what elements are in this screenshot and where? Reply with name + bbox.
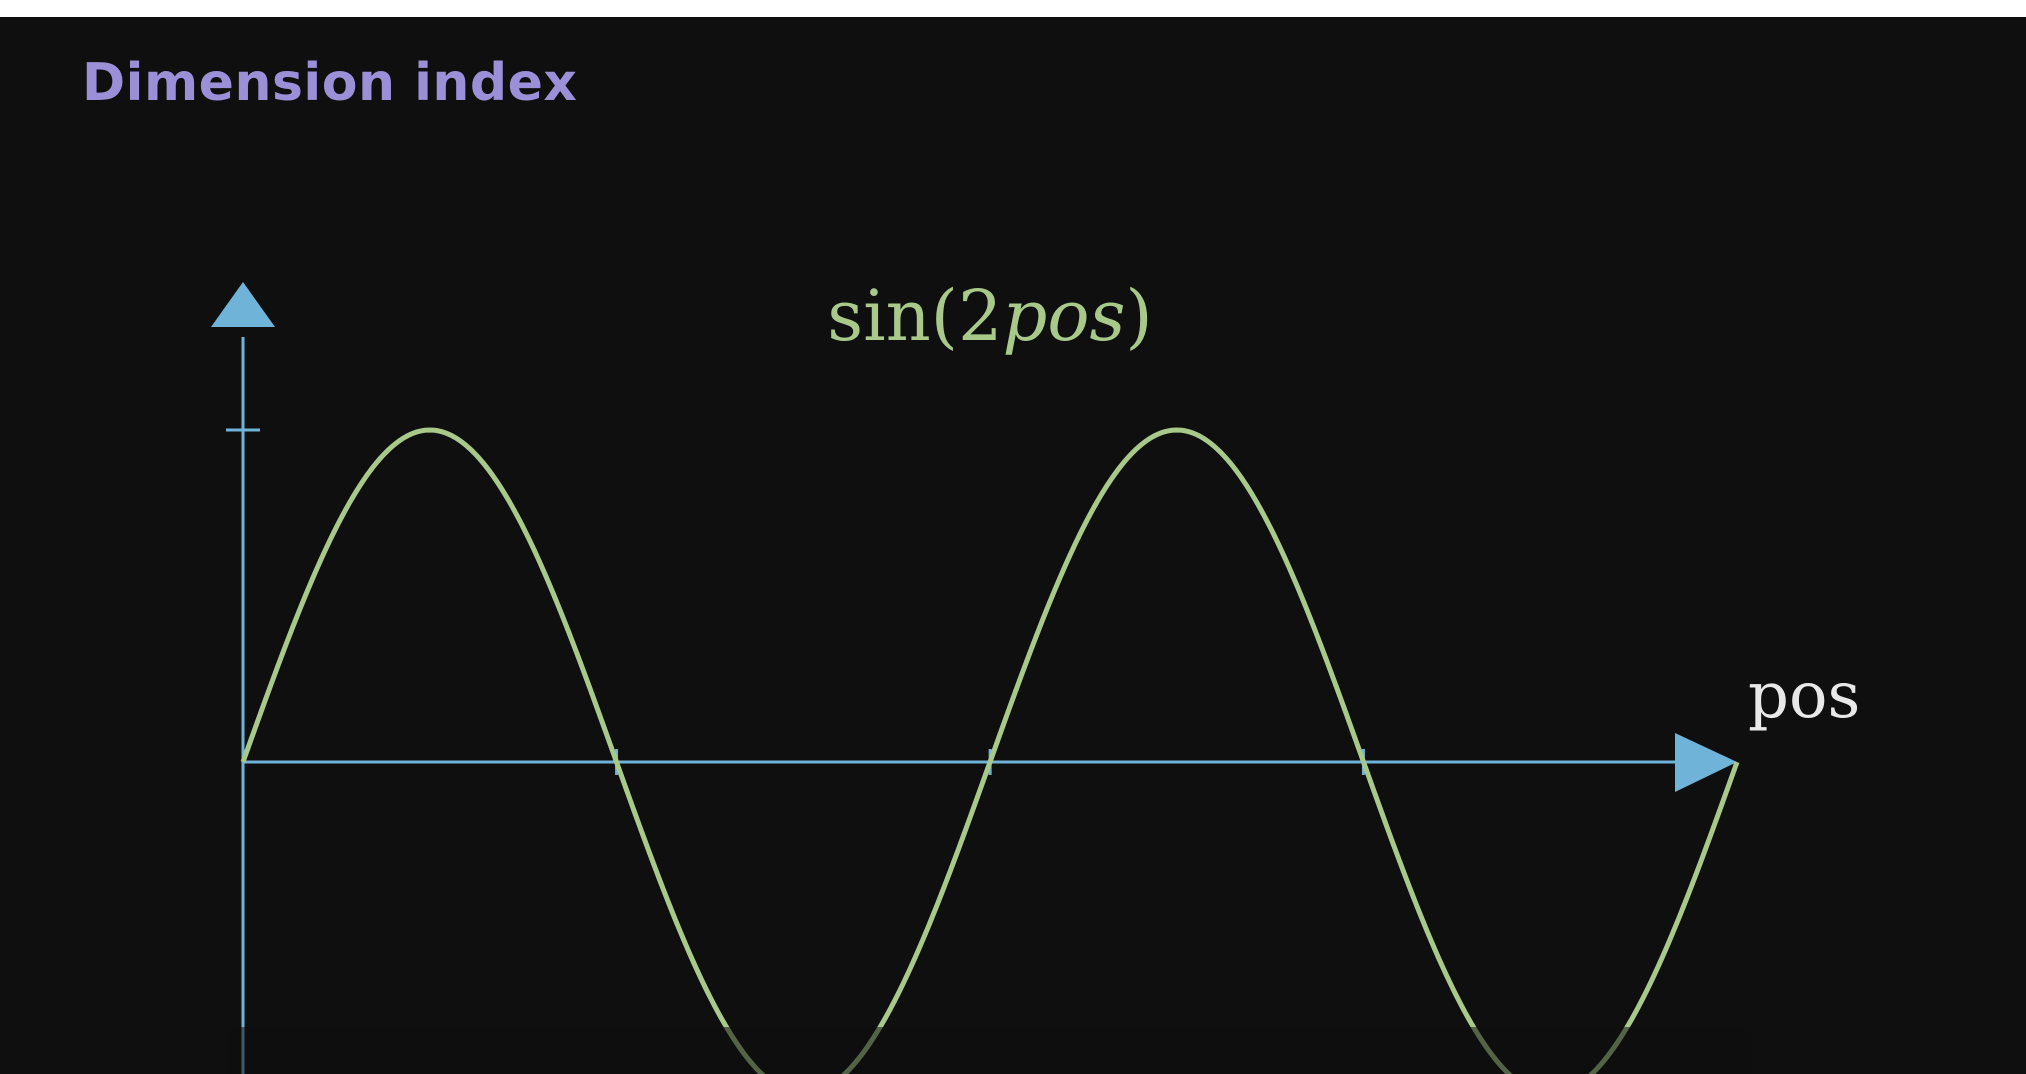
y-axis-arrowhead [211,282,275,327]
chart-title-close: ) [1125,275,1152,357]
chart-title: sin(2pos) [827,275,1152,357]
chart-title-var: pos [1003,275,1126,357]
x-axis-arrowhead [1675,733,1737,792]
video-frame: Dimension index sin(2pos) pos [0,17,2026,1074]
axis-ticks [226,428,1365,775]
x-axis-label: pos [1748,659,1860,733]
page-title: Dimension index [82,53,578,113]
caption-overlay [226,1027,1752,1074]
sine-chart: sin(2pos) pos [211,275,1860,1074]
chart-title-func: sin(2 [827,275,1002,357]
